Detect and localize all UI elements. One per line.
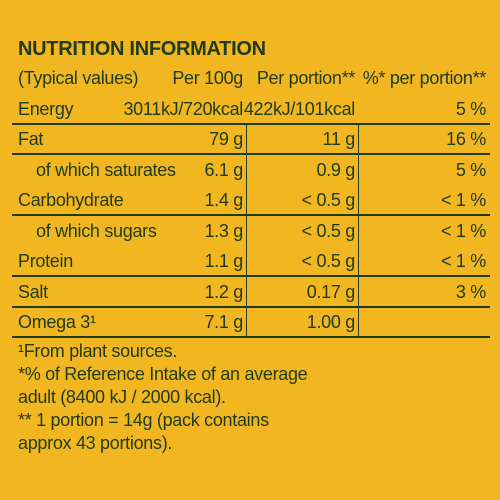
- row-cell: < 0.5 g: [301, 220, 356, 241]
- row-cell: < 0.5 g: [301, 251, 356, 271]
- row-cell: 7.1 g: [204, 312, 243, 332]
- footnote: ** 1 portion = 14g (pack contains: [18, 409, 269, 430]
- rule: [12, 336, 490, 338]
- footnote: *% of Reference Intake of an average: [18, 363, 308, 384]
- row-label: Carbohydrate: [18, 190, 124, 210]
- row-label: Salt: [18, 281, 48, 302]
- row-cell: < 1 %: [440, 251, 486, 271]
- footnote: adult (8400 kJ / 2000 kcal).: [18, 386, 226, 407]
- footnote: ¹From plant sources.: [18, 340, 178, 361]
- row-cell: 1.4 g: [204, 190, 243, 210]
- column-rule: [246, 122, 247, 336]
- row-cell: 0.17 g: [306, 281, 356, 302]
- header-cell: Per 100g: [172, 68, 243, 88]
- rule: [12, 122, 490, 125]
- row-cell: 3 %: [455, 281, 486, 302]
- row-cell: < 1 %: [440, 220, 486, 241]
- row-label: of which sugars: [36, 220, 157, 241]
- column-rule: [358, 122, 359, 336]
- header-label: (Typical values): [18, 68, 139, 88]
- rule: [12, 275, 490, 277]
- row-cell: 6.1 g: [204, 159, 243, 180]
- row-cell: < 1 %: [440, 190, 486, 210]
- row-cell: 79 g: [209, 129, 243, 149]
- title: NUTRITION INFORMATION: [18, 38, 266, 60]
- row-cell: 1.1 g: [204, 251, 243, 271]
- row-label: Omega 3¹: [18, 312, 96, 332]
- row-label: Energy: [18, 98, 74, 119]
- row-label: Fat: [18, 129, 44, 149]
- row-cell: 1.3 g: [204, 220, 243, 241]
- header-cell: %* per portion**: [362, 68, 487, 88]
- row-cell: 422kJ/101kcal: [243, 98, 355, 119]
- rule: [12, 153, 490, 155]
- row-cell: 5 %: [455, 98, 486, 119]
- row-cell: 1.2 g: [204, 281, 243, 302]
- rule: [12, 214, 490, 216]
- row-cell: 3011kJ/720kcal: [123, 98, 243, 119]
- row-label: of which saturates: [36, 159, 176, 180]
- footnote: approx 43 portions).: [18, 432, 173, 453]
- row-cell: < 0.5 g: [301, 190, 356, 210]
- row-label: Protein: [18, 251, 73, 271]
- row-cell: 11 g: [322, 129, 356, 149]
- row-cell: 16 %: [446, 129, 486, 149]
- row-cell: 5 %: [455, 159, 486, 180]
- rule: [12, 305, 490, 308]
- row-cell: 1.00 g: [306, 312, 356, 332]
- row-cell: 0.9 g: [316, 159, 355, 180]
- header-cell: Per portion**: [256, 68, 355, 88]
